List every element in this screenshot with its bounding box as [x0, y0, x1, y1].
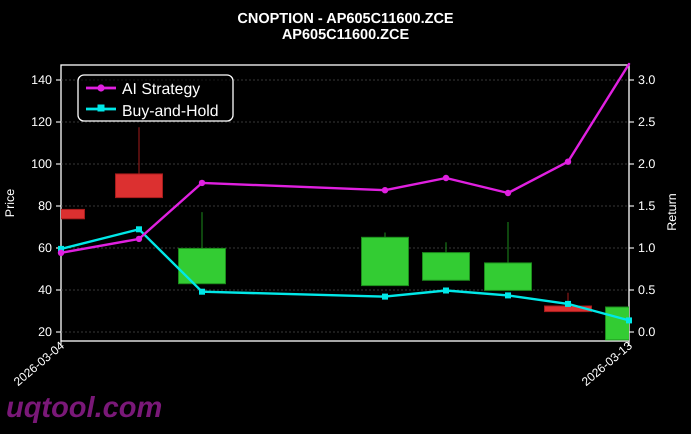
svg-text:3.0: 3.0	[638, 73, 655, 87]
svg-text:uqtool.com: uqtool.com	[6, 392, 162, 424]
svg-text:Buy-and-Hold: Buy-and-Hold	[122, 103, 219, 120]
svg-text:40: 40	[38, 283, 52, 297]
svg-text:100: 100	[31, 157, 52, 171]
svg-text:Price: Price	[3, 189, 17, 218]
svg-text:1.0: 1.0	[638, 241, 655, 255]
svg-text:1.5: 1.5	[638, 199, 655, 213]
svg-text:80: 80	[38, 199, 52, 213]
svg-text:140: 140	[31, 73, 52, 87]
svg-text:2.5: 2.5	[638, 115, 655, 129]
svg-text:AI Strategy: AI Strategy	[122, 81, 200, 98]
svg-text:0.5: 0.5	[638, 283, 655, 297]
svg-text:20: 20	[38, 325, 52, 339]
svg-text:CNOPTION - AP605C11600.ZCE: CNOPTION - AP605C11600.ZCE	[237, 11, 454, 27]
svg-text:2.0: 2.0	[638, 157, 655, 171]
svg-text:0.0: 0.0	[638, 325, 655, 339]
svg-text:60: 60	[38, 241, 52, 255]
svg-text:120: 120	[31, 115, 52, 129]
svg-text:AP605C11600.ZCE: AP605C11600.ZCE	[282, 27, 410, 43]
svg-text:Return: Return	[665, 193, 679, 231]
